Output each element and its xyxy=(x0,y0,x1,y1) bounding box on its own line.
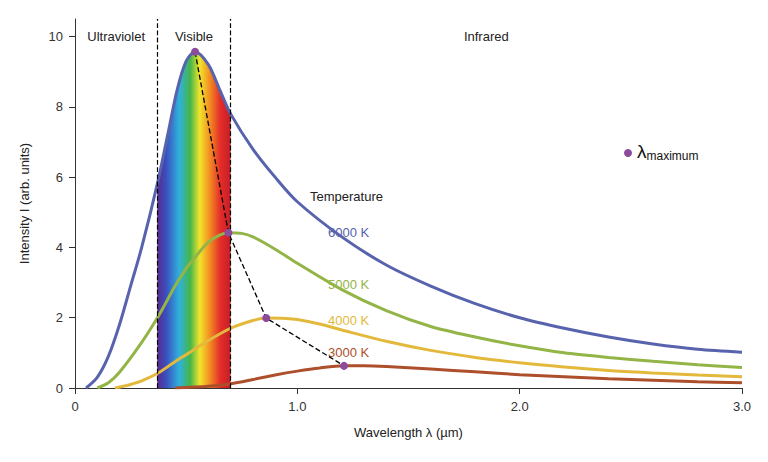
svg-text:3000 K: 3000 K xyxy=(328,345,370,360)
svg-text:5000 K: 5000 K xyxy=(328,277,370,292)
svg-text:1.0: 1.0 xyxy=(288,399,306,414)
svg-text:Ultraviolet: Ultraviolet xyxy=(87,29,145,44)
svg-text:8: 8 xyxy=(56,99,63,114)
svg-text:2: 2 xyxy=(56,310,63,325)
svg-text:Intensity I (arb. units): Intensity I (arb. units) xyxy=(17,143,32,264)
svg-text:6: 6 xyxy=(56,170,63,185)
svg-text:4: 4 xyxy=(56,240,63,255)
svg-text:Temperature: Temperature xyxy=(310,189,383,204)
svg-text:Wavelength λ (µm): Wavelength λ (µm) xyxy=(354,425,463,440)
svg-text:4000 K: 4000 K xyxy=(328,313,370,328)
svg-text:Visible: Visible xyxy=(175,29,213,44)
svg-text:2.0: 2.0 xyxy=(511,399,529,414)
svg-text:λ: λ xyxy=(637,141,647,162)
svg-text:maximum: maximum xyxy=(647,149,699,163)
svg-text:0: 0 xyxy=(56,381,63,396)
svg-text:0: 0 xyxy=(71,399,78,414)
svg-text:10: 10 xyxy=(49,29,63,44)
svg-text:Infrared: Infrared xyxy=(464,29,509,44)
svg-text:6000 K: 6000 K xyxy=(328,225,370,240)
svg-text:3.0: 3.0 xyxy=(733,399,751,414)
